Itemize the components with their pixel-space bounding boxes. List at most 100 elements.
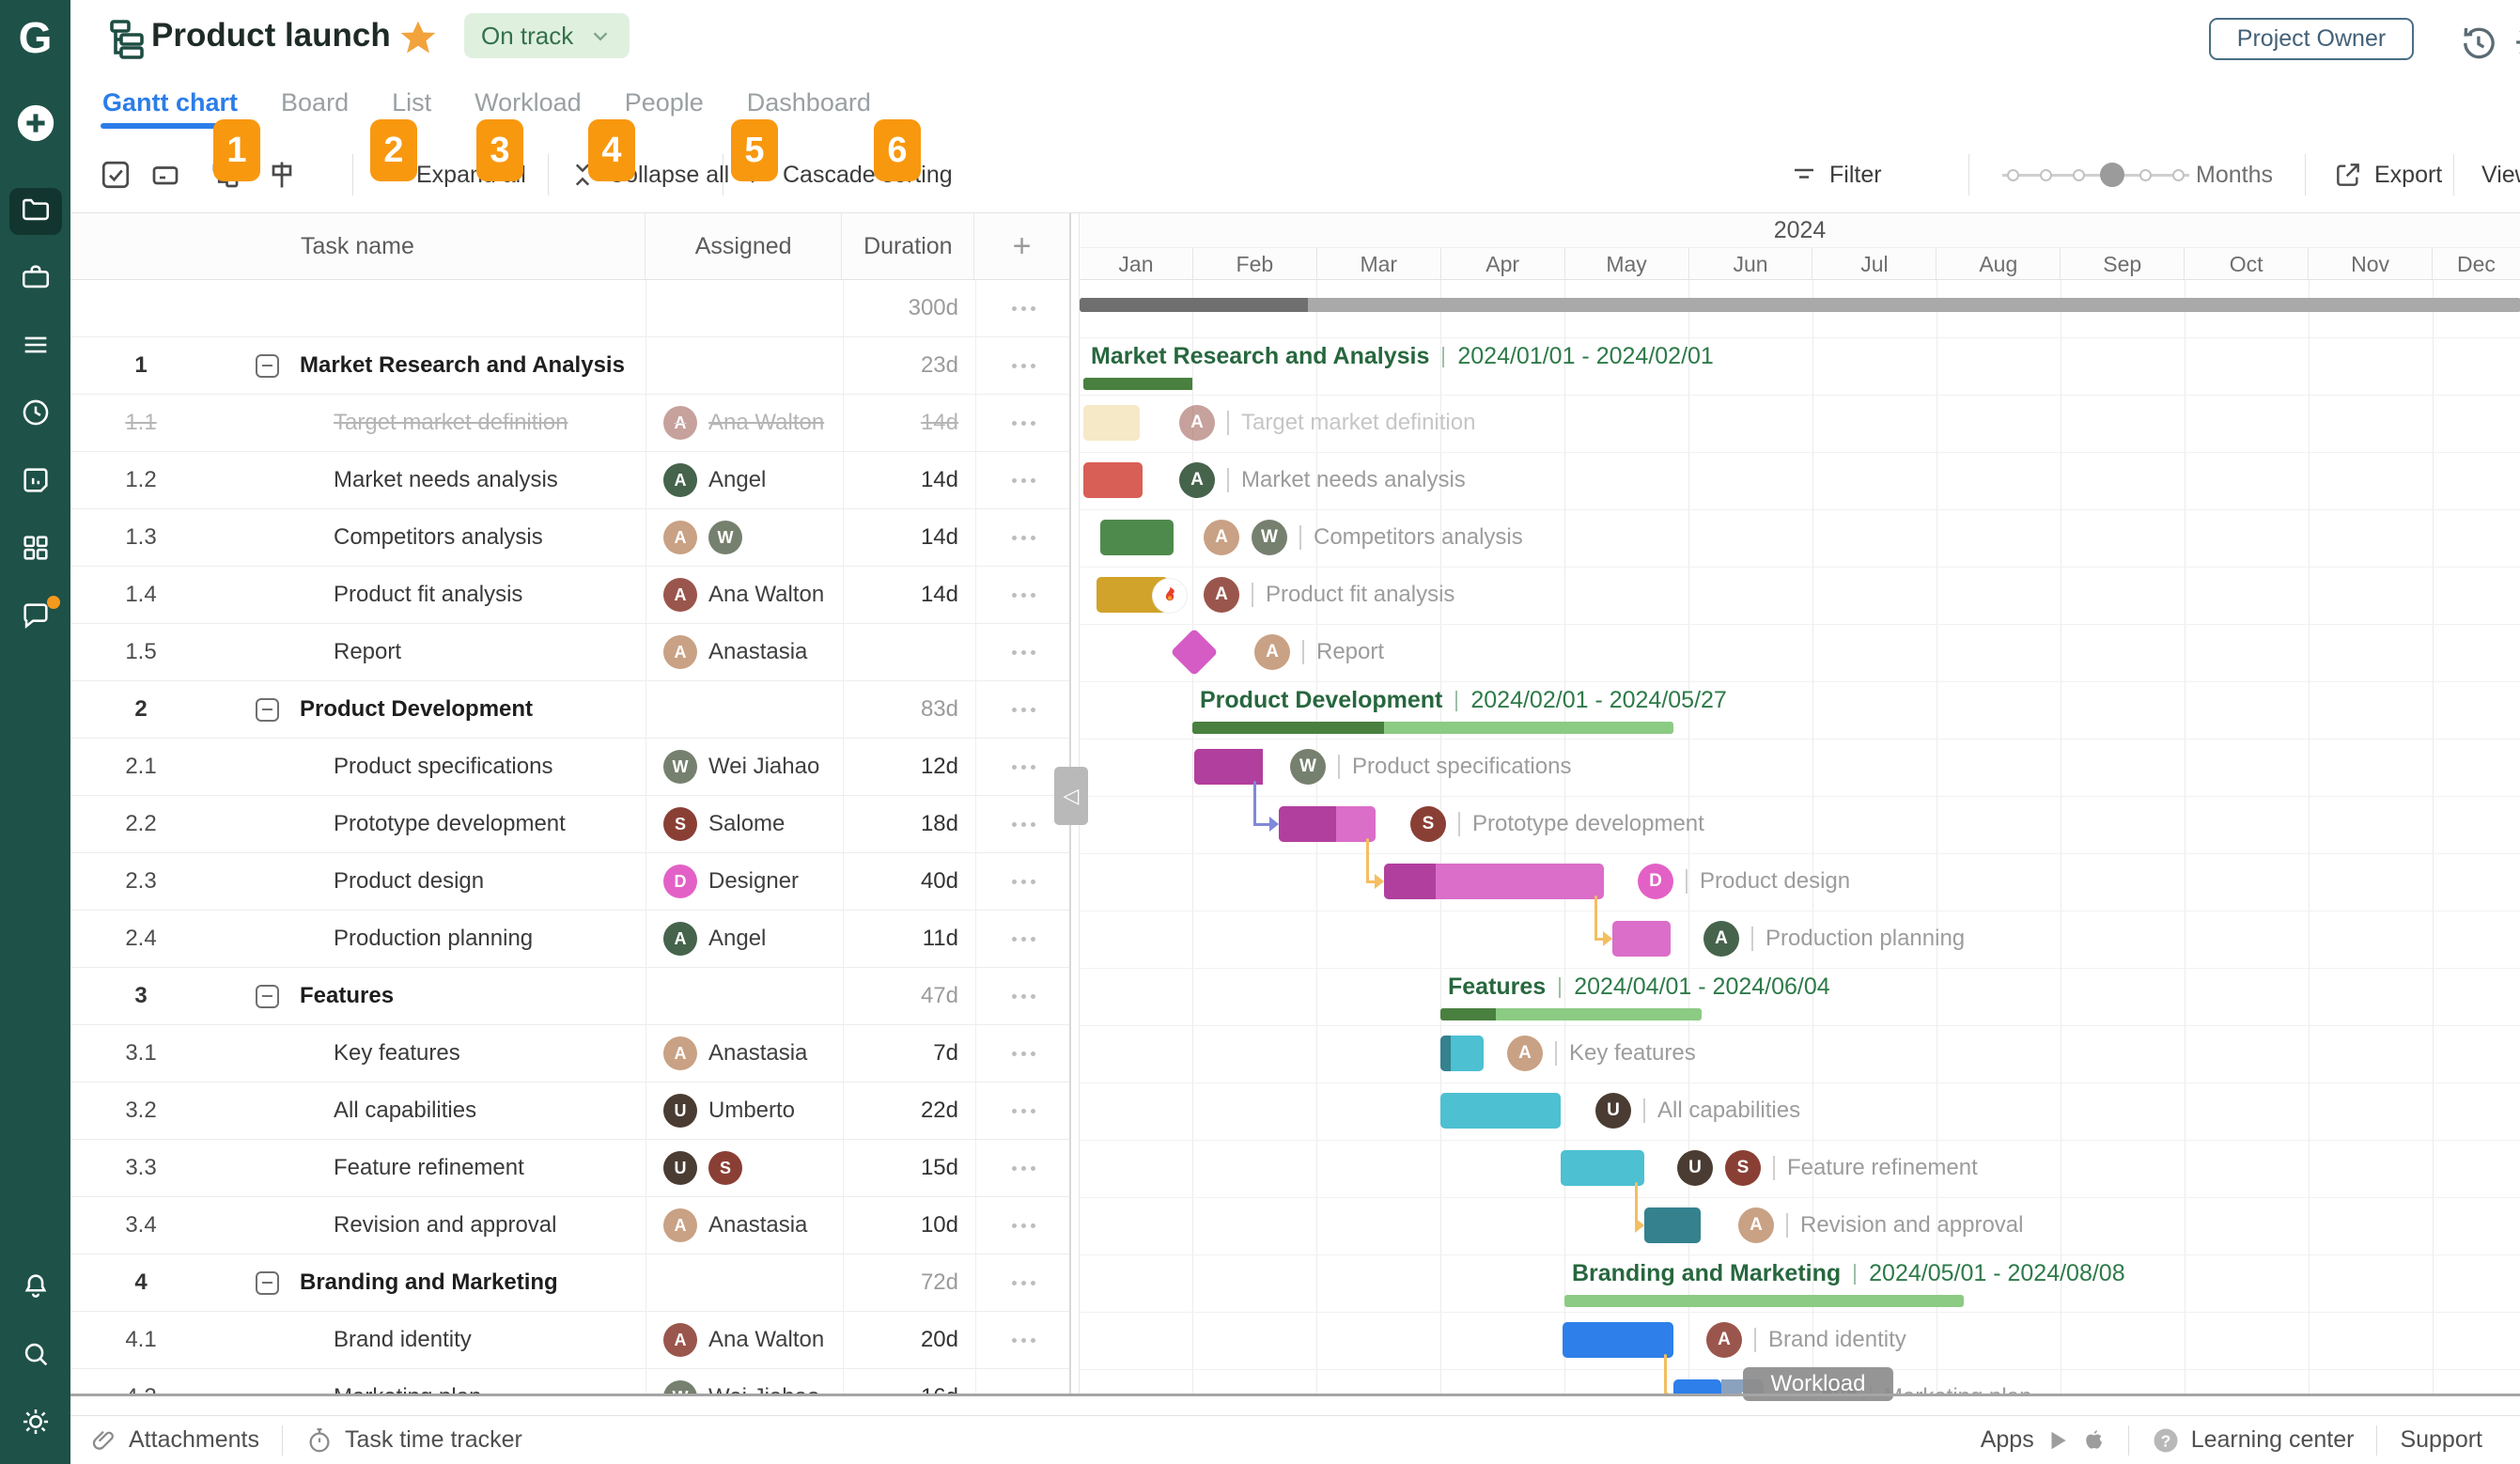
gantt-bar-task-1.1[interactable] xyxy=(1083,405,1140,441)
collapse-group-icon[interactable] xyxy=(256,353,279,378)
timeline-zoom-slider[interactable] xyxy=(1997,152,2195,197)
tab-list[interactable]: List xyxy=(392,88,432,117)
learning-center-link[interactable]: ? Learning center xyxy=(2152,1426,2354,1455)
table-row-3.1[interactable]: 3.1 Key features A Anastasia 7d xyxy=(70,1025,1069,1082)
slider-stop[interactable] xyxy=(2040,168,2052,181)
slider-stop[interactable] xyxy=(2172,168,2185,181)
gantt-bar-task-3.1[interactable] xyxy=(1440,1036,1484,1071)
settings-button[interactable] xyxy=(9,1400,62,1447)
gantt-bar-task-4.1[interactable] xyxy=(1563,1322,1673,1358)
gantt-bar-group[interactable] xyxy=(1564,1295,1964,1307)
row-menu-button[interactable] xyxy=(975,1312,1069,1368)
column-width-button[interactable] xyxy=(265,152,299,197)
gantt-bar-task-3.3[interactable] xyxy=(1561,1150,1644,1186)
time-tracker-button[interactable]: Task time tracker xyxy=(305,1426,522,1455)
apps-link[interactable]: Apps xyxy=(1981,1426,2106,1454)
ganttpro-logo[interactable]: G xyxy=(18,13,53,62)
sidebar-item-time-log[interactable] xyxy=(9,391,62,438)
table-row-2.2[interactable]: 2.2 Prototype development S Salome 18d xyxy=(70,796,1069,853)
row-menu-button[interactable] xyxy=(975,853,1069,910)
export-button[interactable]: Export xyxy=(2333,152,2442,197)
column-header-task-name[interactable]: Task name xyxy=(300,232,414,259)
project-status-dropdown[interactable]: On track xyxy=(464,13,630,58)
bulk-select-button[interactable] xyxy=(99,152,132,197)
gantt-bar-group[interactable] xyxy=(1440,1008,1702,1020)
filter-button[interactable]: Filter xyxy=(1790,152,1882,197)
table-collapse-handle[interactable]: ◁ xyxy=(1054,767,1088,825)
gantt-bar-task-2.3[interactable] xyxy=(1384,864,1604,899)
search-button[interactable] xyxy=(9,1332,62,1379)
table-row-4[interactable]: 4 Branding and Marketing 72d xyxy=(70,1254,1069,1312)
gantt-bar-group[interactable] xyxy=(1192,722,1673,734)
gear-icon[interactable] xyxy=(2512,22,2520,68)
table-row-1.1[interactable]: 1.1 Target market definition A Ana Walton 14… xyxy=(70,395,1069,452)
table-row-2.4[interactable]: 2.4 Production planning A Angel 11d xyxy=(70,911,1069,968)
row-menu-button[interactable] xyxy=(975,1369,1069,1394)
table-row-3.2[interactable]: 3.2 All capabilities U Umberto 22d xyxy=(70,1082,1069,1140)
table-row-project[interactable]: 300d xyxy=(70,280,1069,337)
table-row-4.2[interactable]: 4.2 Marketing plan W Wei Jiahao 16d xyxy=(70,1369,1069,1394)
tab-workload[interactable]: Workload xyxy=(474,88,582,117)
create-project-button[interactable] xyxy=(9,100,62,147)
slider-stop[interactable] xyxy=(2073,168,2085,181)
gantt-bar-task-2.4[interactable] xyxy=(1612,921,1671,957)
milestone-diamond[interactable] xyxy=(1170,628,1219,677)
row-menu-button[interactable] xyxy=(975,1254,1069,1311)
table-row-3.3[interactable]: 3.3 Feature refinement U S 15d xyxy=(70,1140,1069,1197)
history-icon[interactable] xyxy=(2457,22,2498,68)
table-row-2[interactable]: 2 Product Development 83d xyxy=(70,681,1069,739)
row-menu-button[interactable] xyxy=(975,796,1069,852)
gantt-bar-task-3.4[interactable] xyxy=(1644,1207,1701,1243)
slider-stop[interactable] xyxy=(2139,168,2152,181)
add-column-button[interactable]: + xyxy=(973,213,1069,279)
tab-dashboard[interactable]: Dashboard xyxy=(746,88,871,117)
collapse-group-icon[interactable] xyxy=(256,984,279,1008)
table-row-3[interactable]: 3 Features 47d xyxy=(70,968,1069,1025)
notifications-button[interactable] xyxy=(9,1265,62,1312)
table-row-3.4[interactable]: 3.4 Revision and approval A Anastasia 10d xyxy=(70,1197,1069,1254)
column-header-duration[interactable]: Duration xyxy=(841,213,973,279)
table-row-1.3[interactable]: 1.3 Competitors analysis A W 14d xyxy=(70,509,1069,567)
row-menu-button[interactable] xyxy=(975,624,1069,680)
gantt-bar-task-1.2[interactable] xyxy=(1083,462,1143,498)
column-header-assigned[interactable]: Assigned xyxy=(644,213,842,279)
row-menu-button[interactable] xyxy=(975,681,1069,738)
gantt-bar-project[interactable] xyxy=(1080,298,2520,312)
table-row-1.2[interactable]: 1.2 Market needs analysis A Angel 14d xyxy=(70,452,1069,509)
gantt-bar-task-3.2[interactable] xyxy=(1440,1093,1561,1129)
row-menu-button[interactable] xyxy=(975,452,1069,508)
attachments-button[interactable]: Attachments xyxy=(89,1426,259,1455)
gantt-bar-task-4.2[interactable] xyxy=(1673,1379,1721,1394)
gantt-bar-group[interactable] xyxy=(1083,378,1192,390)
collapse-group-icon[interactable] xyxy=(256,1270,279,1295)
slider-thumb[interactable] xyxy=(2100,163,2124,187)
horizontal-scrollbar[interactable] xyxy=(70,1394,2520,1396)
critical-path-button[interactable] xyxy=(148,152,182,197)
row-menu-button[interactable] xyxy=(975,1197,1069,1254)
row-menu-button[interactable] xyxy=(975,567,1069,623)
sidebar-item-integrations[interactable] xyxy=(9,526,62,573)
row-menu-button[interactable] xyxy=(975,968,1069,1024)
row-menu-button[interactable] xyxy=(975,1025,1069,1082)
favorite-star-icon[interactable] xyxy=(397,17,439,63)
table-row-1[interactable]: 1 Market Research and Analysis 23d xyxy=(70,337,1069,395)
slider-stop[interactable] xyxy=(2007,168,2019,181)
sidebar-item-tasks[interactable] xyxy=(9,323,62,370)
project-owner-badge[interactable]: Project Owner xyxy=(2209,18,2414,60)
row-menu-button[interactable] xyxy=(975,911,1069,967)
table-row-2.3[interactable]: 2.3 Product design D Designer 40d xyxy=(70,853,1069,911)
table-row-1.5[interactable]: 1.5 Report A Anastasia xyxy=(70,624,1069,681)
support-link[interactable]: Support xyxy=(2400,1426,2482,1454)
row-menu-button[interactable] xyxy=(975,509,1069,566)
row-menu-button[interactable] xyxy=(975,739,1069,795)
sidebar-item-projects[interactable] xyxy=(8,188,62,235)
collapse-group-icon[interactable] xyxy=(256,697,279,722)
sidebar-item-reports[interactable] xyxy=(9,459,62,506)
tab-people[interactable]: People xyxy=(624,88,704,117)
row-menu-button[interactable] xyxy=(975,395,1069,451)
table-row-1.4[interactable]: 1.4 Product fit analysis A Ana Walton 14d xyxy=(70,567,1069,624)
tab-gantt-chart[interactable]: Gantt chart xyxy=(101,83,241,129)
gantt-bar-task-2.1[interactable] xyxy=(1194,749,1263,785)
gantt-bar-task-2.2[interactable] xyxy=(1279,806,1376,842)
tab-board[interactable]: Board xyxy=(281,88,350,117)
